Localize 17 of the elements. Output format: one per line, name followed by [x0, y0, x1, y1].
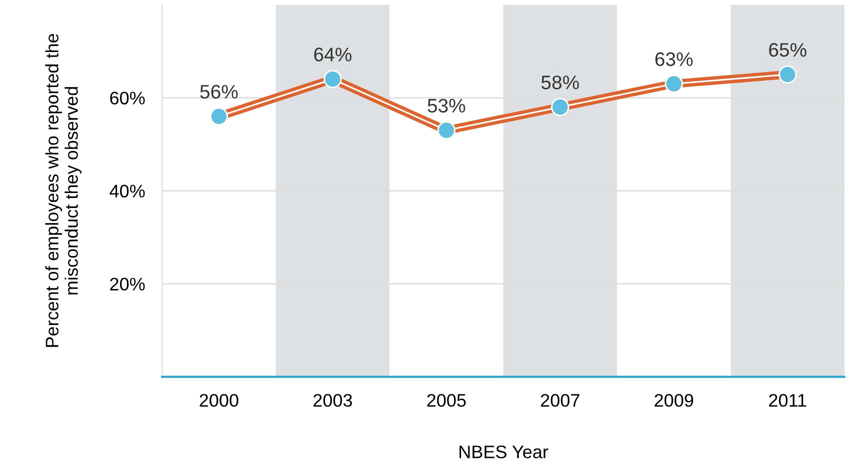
y-tick-label: 20%	[110, 278, 145, 291]
data-label: 63%	[655, 52, 693, 66]
data-label: 58%	[541, 76, 579, 90]
x-axis-title: NBES Year	[460, 446, 548, 458]
x-tick-label: 2005	[427, 394, 466, 407]
data-label: 65%	[769, 43, 806, 57]
x-tick-label: 2003	[313, 394, 352, 407]
data-label: 53%	[428, 98, 466, 113]
y-axis-title: Percent of employees who reported the misconduct they observed	[45, 34, 82, 347]
data-label: 56%	[200, 84, 238, 99]
y-tick-label: 60%	[110, 92, 145, 104]
x-tick-label: 2011	[769, 394, 806, 407]
x-tick-label: 2009	[654, 394, 694, 407]
y-tick-label: 40%	[110, 184, 145, 198]
data-label: 64%	[314, 48, 352, 62]
x-tick-label: 2000	[200, 394, 238, 407]
x-tick-label: 2007	[540, 394, 580, 407]
